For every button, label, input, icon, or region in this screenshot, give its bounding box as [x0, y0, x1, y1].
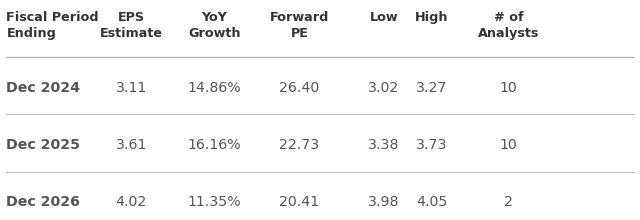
Text: Low: Low [370, 11, 398, 24]
Text: # of
Analysts: # of Analysts [478, 11, 540, 40]
Text: Dec 2026: Dec 2026 [6, 195, 81, 209]
Text: 11.35%: 11.35% [188, 195, 241, 209]
Text: 16.16%: 16.16% [188, 138, 241, 152]
Text: Dec 2024: Dec 2024 [6, 81, 81, 95]
Text: 2: 2 [504, 195, 513, 209]
Text: 10: 10 [500, 81, 518, 95]
Text: 4.05: 4.05 [416, 195, 448, 209]
Text: Dec 2025: Dec 2025 [6, 138, 81, 152]
Text: 4.02: 4.02 [116, 195, 147, 209]
Text: 3.27: 3.27 [416, 81, 448, 95]
Text: 20.41: 20.41 [280, 195, 319, 209]
Text: 3.73: 3.73 [416, 138, 448, 152]
Text: 14.86%: 14.86% [188, 81, 241, 95]
Text: 3.11: 3.11 [116, 81, 147, 95]
Text: 10: 10 [500, 138, 518, 152]
Text: Fiscal Period
Ending: Fiscal Period Ending [6, 11, 99, 40]
Text: YoY
Growth: YoY Growth [188, 11, 241, 40]
Text: Forward
PE: Forward PE [270, 11, 329, 40]
Text: 3.02: 3.02 [369, 81, 399, 95]
Text: 3.38: 3.38 [368, 138, 400, 152]
Text: 26.40: 26.40 [280, 81, 319, 95]
Text: EPS
Estimate: EPS Estimate [100, 11, 163, 40]
Text: 22.73: 22.73 [280, 138, 319, 152]
Text: 3.61: 3.61 [115, 138, 147, 152]
Text: 3.98: 3.98 [368, 195, 400, 209]
Text: High: High [415, 11, 449, 24]
